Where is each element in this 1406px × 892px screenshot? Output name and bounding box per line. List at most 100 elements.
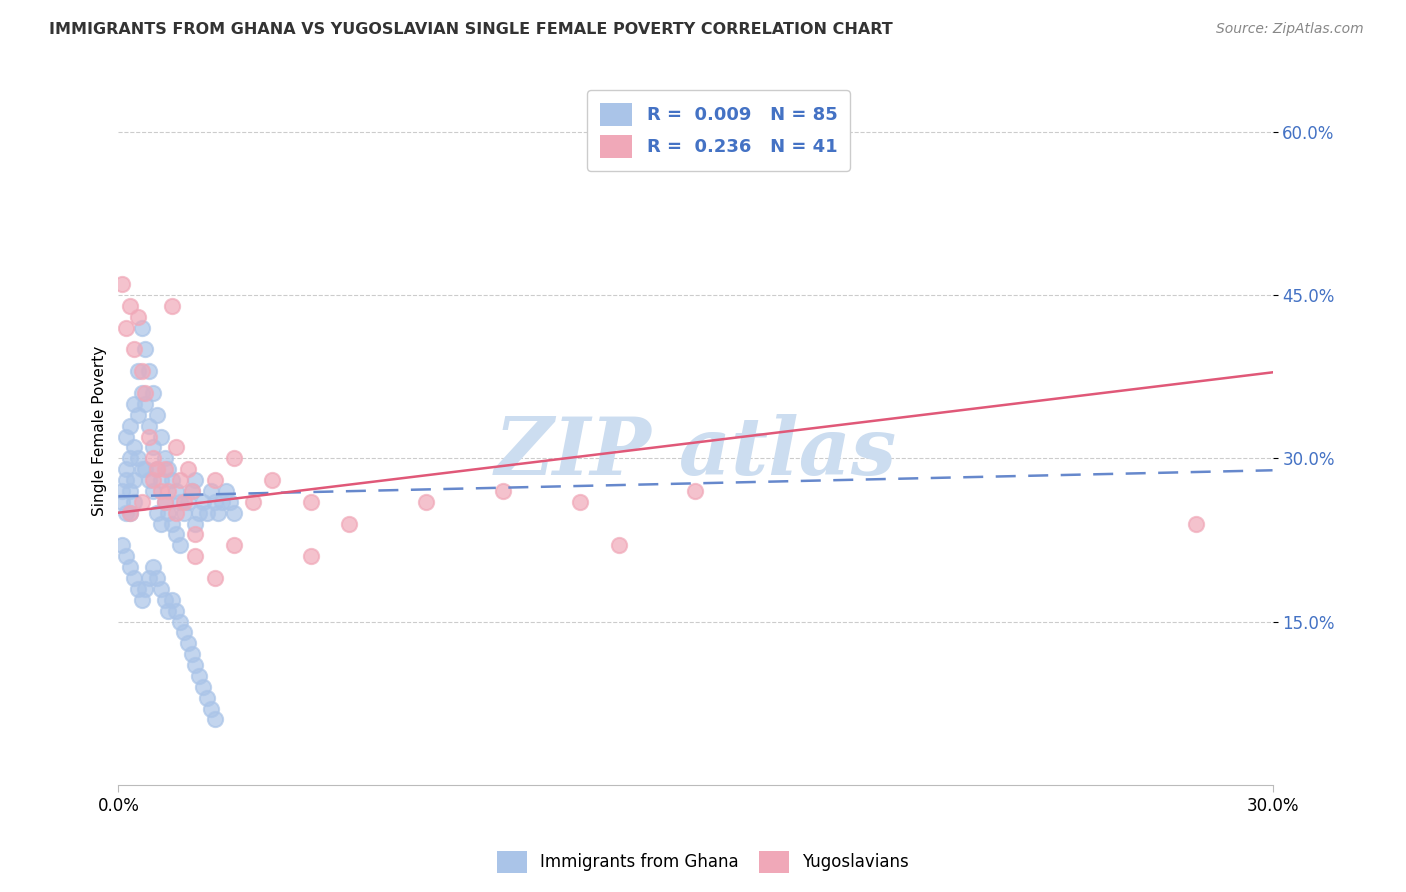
Point	[127, 408, 149, 422]
Point	[111, 538, 134, 552]
Point	[153, 462, 176, 476]
Point	[115, 320, 138, 334]
Point	[138, 473, 160, 487]
Point	[204, 473, 226, 487]
Point	[134, 386, 156, 401]
Point	[191, 680, 214, 694]
Point	[118, 418, 141, 433]
Point	[149, 483, 172, 498]
Point	[111, 483, 134, 498]
Point	[157, 483, 180, 498]
Point	[142, 483, 165, 498]
Point	[188, 669, 211, 683]
Point	[219, 495, 242, 509]
Point	[184, 658, 207, 673]
Point	[162, 516, 184, 531]
Point	[122, 343, 145, 357]
Point	[337, 516, 360, 531]
Point	[111, 277, 134, 292]
Point	[157, 604, 180, 618]
Point	[149, 582, 172, 596]
Point	[299, 549, 322, 564]
Point	[200, 483, 222, 498]
Point	[146, 408, 169, 422]
Point	[204, 495, 226, 509]
Text: ZIP atlas: ZIP atlas	[495, 414, 897, 491]
Point	[299, 495, 322, 509]
Point	[191, 495, 214, 509]
Point	[118, 483, 141, 498]
Text: Source: ZipAtlas.com: Source: ZipAtlas.com	[1216, 22, 1364, 37]
Point	[122, 495, 145, 509]
Point	[200, 701, 222, 715]
Point	[173, 625, 195, 640]
Point	[131, 462, 153, 476]
Point	[118, 451, 141, 466]
Point	[165, 441, 187, 455]
Point	[173, 506, 195, 520]
Point	[162, 473, 184, 487]
Point	[146, 462, 169, 476]
Point	[142, 386, 165, 401]
Point	[138, 429, 160, 443]
Point	[184, 549, 207, 564]
Point	[122, 571, 145, 585]
Text: IMMIGRANTS FROM GHANA VS YUGOSLAVIAN SINGLE FEMALE POVERTY CORRELATION CHART: IMMIGRANTS FROM GHANA VS YUGOSLAVIAN SIN…	[49, 22, 893, 37]
Point	[115, 429, 138, 443]
Point	[115, 506, 138, 520]
Point	[118, 299, 141, 313]
Point	[138, 418, 160, 433]
Point	[569, 495, 592, 509]
Point	[118, 506, 141, 520]
Point	[153, 495, 176, 509]
Point	[415, 495, 437, 509]
Point	[127, 582, 149, 596]
Point	[118, 506, 141, 520]
Point	[153, 592, 176, 607]
Point	[222, 506, 245, 520]
Point	[222, 451, 245, 466]
Point	[146, 571, 169, 585]
Point	[242, 495, 264, 509]
Point	[1184, 516, 1206, 531]
Point	[142, 473, 165, 487]
Point	[149, 429, 172, 443]
Point	[195, 690, 218, 705]
Point	[111, 495, 134, 509]
Point	[184, 527, 207, 541]
Point	[204, 713, 226, 727]
Point	[127, 364, 149, 378]
Point	[134, 582, 156, 596]
Point	[115, 473, 138, 487]
Point	[115, 462, 138, 476]
Point	[131, 320, 153, 334]
Point	[184, 473, 207, 487]
Point	[492, 483, 515, 498]
Point	[685, 483, 707, 498]
Point	[127, 310, 149, 324]
Point	[131, 364, 153, 378]
Point	[176, 495, 198, 509]
Legend: Immigrants from Ghana, Yugoslavians: Immigrants from Ghana, Yugoslavians	[491, 845, 915, 880]
Point	[165, 604, 187, 618]
Point	[142, 560, 165, 574]
Point	[131, 495, 153, 509]
Point	[215, 483, 238, 498]
Point	[157, 506, 180, 520]
Point	[153, 495, 176, 509]
Point	[131, 592, 153, 607]
Point	[162, 299, 184, 313]
Point	[157, 462, 180, 476]
Point	[127, 451, 149, 466]
Legend: R =  0.009   N = 85, R =  0.236   N = 41: R = 0.009 N = 85, R = 0.236 N = 41	[588, 90, 851, 170]
Point	[607, 538, 630, 552]
Point	[138, 364, 160, 378]
Point	[122, 473, 145, 487]
Point	[134, 397, 156, 411]
Point	[142, 441, 165, 455]
Point	[180, 483, 202, 498]
Point	[115, 549, 138, 564]
Point	[138, 571, 160, 585]
Point	[122, 441, 145, 455]
Point	[118, 560, 141, 574]
